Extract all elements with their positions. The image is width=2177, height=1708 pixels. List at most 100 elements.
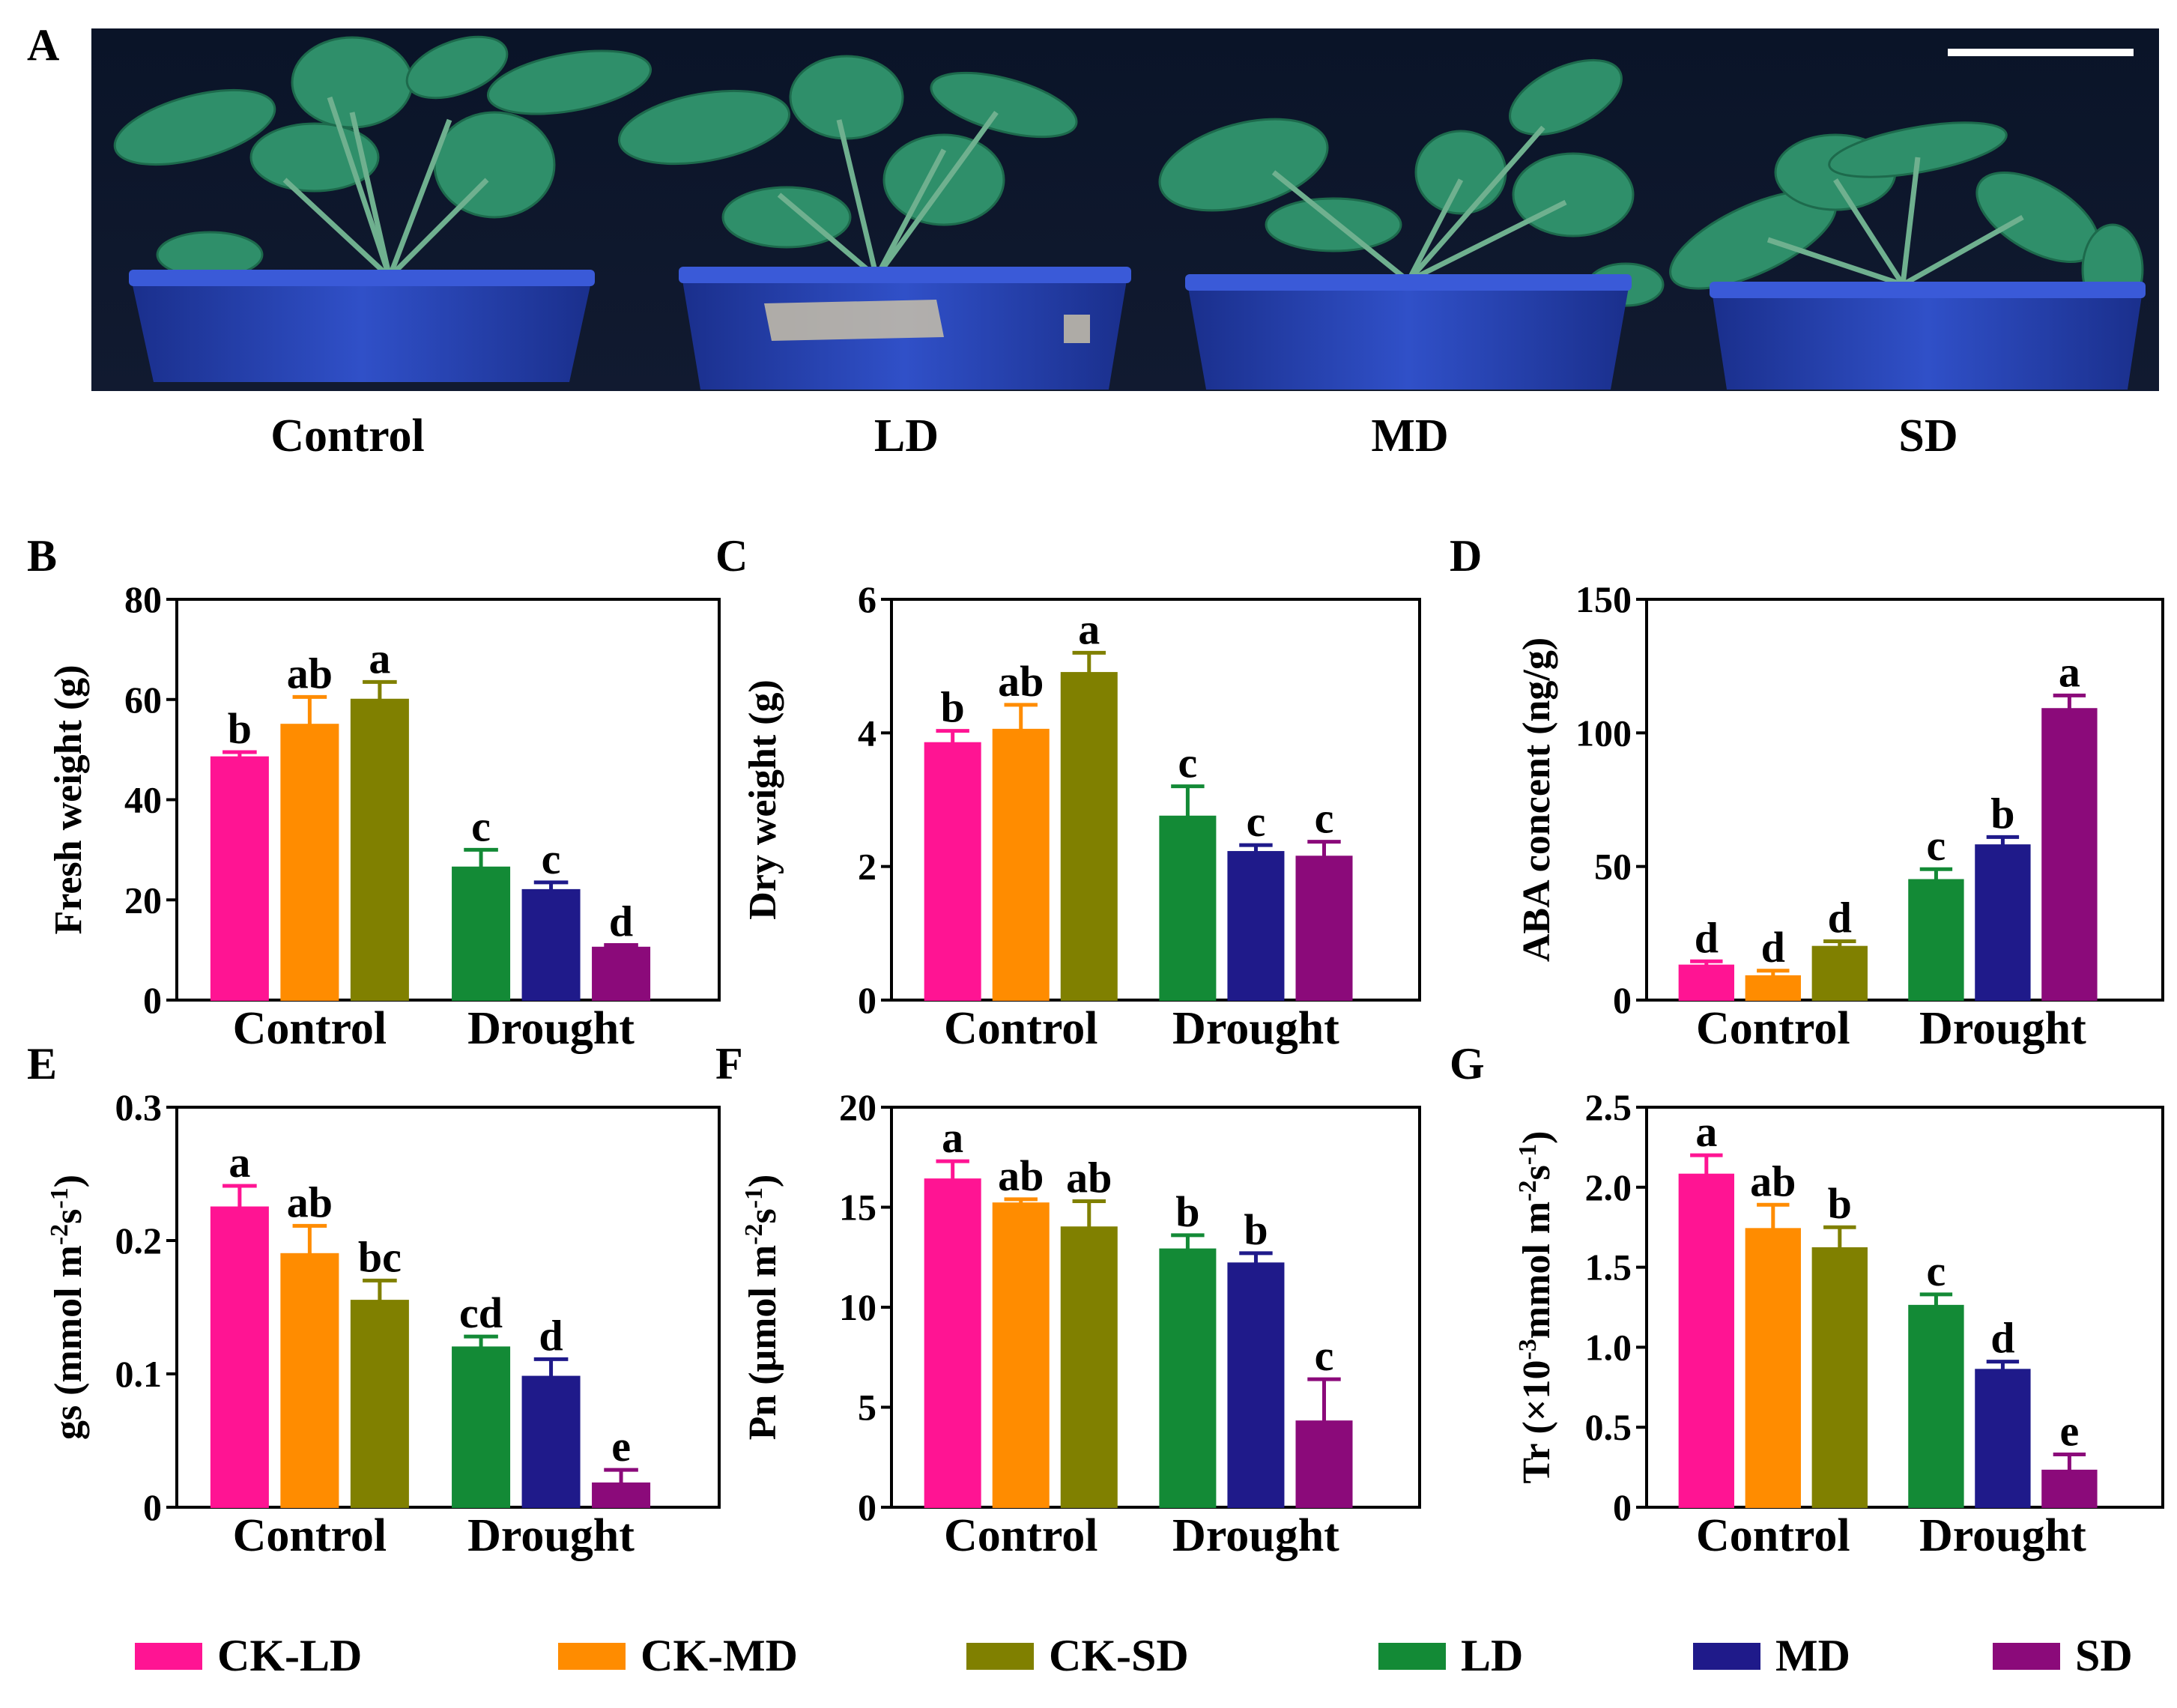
y-tick-label: 60 <box>124 679 162 721</box>
y-tick-label: 0.2 <box>115 1220 163 1262</box>
y-tick-label: 150 <box>1575 578 1632 620</box>
group-label: Control <box>944 1510 1098 1561</box>
group-label: Control <box>233 1003 387 1054</box>
significance-label: d <box>1761 923 1785 972</box>
bar <box>1295 855 1353 1001</box>
group-label: Drought <box>467 1003 635 1054</box>
legend-swatch <box>1693 1643 1760 1670</box>
significance-label: d <box>1990 1314 2014 1363</box>
panel-letter: C <box>715 531 748 581</box>
photo-label-ld: LD <box>874 411 939 461</box>
plant-photo <box>91 28 2159 391</box>
plot-frame <box>1645 1106 2164 1509</box>
bar <box>592 946 651 1001</box>
panel-letter: B <box>27 531 57 581</box>
significance-label: a <box>1695 1107 1717 1156</box>
legend-swatch <box>558 1643 626 1670</box>
bar <box>350 698 409 1001</box>
bar <box>1745 975 1801 1002</box>
y-tick-label: 0 <box>143 1486 162 1528</box>
y-tick-label: 40 <box>124 779 162 821</box>
bar <box>452 866 511 1001</box>
y-tick-label: 0.5 <box>1585 1406 1632 1448</box>
bar <box>1811 1247 1868 1509</box>
significance-label: bc <box>358 1232 402 1281</box>
bar <box>210 1206 269 1508</box>
significance-label: d <box>1695 913 1719 962</box>
y-axis-label: gs (mmol m-2s-1) <box>46 1175 91 1440</box>
bar <box>452 1346 511 1509</box>
legend-swatch <box>1993 1643 2060 1670</box>
bar <box>992 1202 1050 1509</box>
significance-label: ab <box>1066 1153 1112 1202</box>
significance-label: c <box>1247 797 1266 846</box>
y-tick-label: 0 <box>858 979 876 1021</box>
bar <box>1060 672 1118 1001</box>
y-tick-label: 20 <box>839 1086 876 1128</box>
legend-label: LD <box>1461 1631 1523 1680</box>
significance-label: a <box>942 1113 963 1162</box>
significance-label: c <box>542 835 561 883</box>
significance-label: ab <box>998 1151 1044 1200</box>
group-label: Drought <box>1919 1510 2086 1561</box>
plot-frame <box>175 1106 721 1509</box>
legend-item: MD <box>1693 1631 1850 1680</box>
group-label: Control <box>1696 1510 1850 1561</box>
significance-label: ab <box>1750 1157 1796 1205</box>
legend-label: CK-LD <box>217 1631 362 1680</box>
bar <box>1060 1226 1118 1508</box>
group-label: Drought <box>1172 1003 1339 1054</box>
bar <box>992 728 1050 1001</box>
photo-label-control: Control <box>270 411 425 461</box>
panel-letter: F <box>715 1039 743 1088</box>
significance-label: ab <box>998 657 1044 706</box>
legend-item: CK-MD <box>558 1631 798 1680</box>
plant-control <box>113 35 653 382</box>
y-axis-label: Tr (×10-3mmol m-2s-1) <box>1514 1131 1559 1484</box>
significance-label: ab <box>287 1178 333 1226</box>
legend-label: MD <box>1775 1631 1850 1680</box>
bar <box>1678 964 1734 1001</box>
y-tick-label: 2.0 <box>1585 1166 1632 1208</box>
bar <box>521 888 581 1001</box>
y-tick-label: 0 <box>143 979 162 1021</box>
significance-label: a <box>228 1138 250 1187</box>
significance-label: a <box>2059 647 2080 696</box>
plot-frame <box>890 598 1421 1002</box>
significance-label: b <box>228 704 252 753</box>
significance-label: a <box>369 634 390 682</box>
bar <box>1295 1420 1353 1508</box>
significance-label: c <box>1315 794 1334 843</box>
bar <box>1975 844 2031 1001</box>
y-tick-label: 100 <box>1575 712 1632 754</box>
bar <box>280 1253 339 1509</box>
bar <box>592 1482 651 1508</box>
bar <box>521 1375 581 1509</box>
group-label: Drought <box>467 1510 635 1561</box>
significance-label: c <box>471 802 491 850</box>
bar <box>1975 1369 2031 1508</box>
significance-label: a <box>1078 605 1100 653</box>
bar <box>1159 815 1217 1001</box>
y-axis-label: Dry weight (g) <box>742 679 784 920</box>
significance-label: b <box>1828 1179 1852 1228</box>
pot <box>1712 291 2143 390</box>
group-label: Drought <box>1919 1003 2086 1054</box>
legend-item: SD <box>1993 1631 2133 1680</box>
legend-swatch <box>135 1643 202 1670</box>
bar <box>2041 1469 2098 1508</box>
y-tick-label: 0 <box>1613 1486 1632 1528</box>
bar <box>1745 1228 1801 1509</box>
chart-panel-g: G 0 0.5 1.0 1.5 2.0 2.5 Tr (×10-3mmol m-2s-1) aa… <box>1450 1039 2164 1561</box>
y-tick-label: 6 <box>858 578 876 620</box>
legend-label: CK-SD <box>1049 1631 1189 1680</box>
y-tick-label: 0 <box>858 1486 876 1528</box>
y-tick-label: 10 <box>839 1286 876 1328</box>
bar <box>210 756 269 1001</box>
y-tick-label: 15 <box>839 1187 876 1229</box>
significance-label: b <box>1244 1205 1268 1254</box>
